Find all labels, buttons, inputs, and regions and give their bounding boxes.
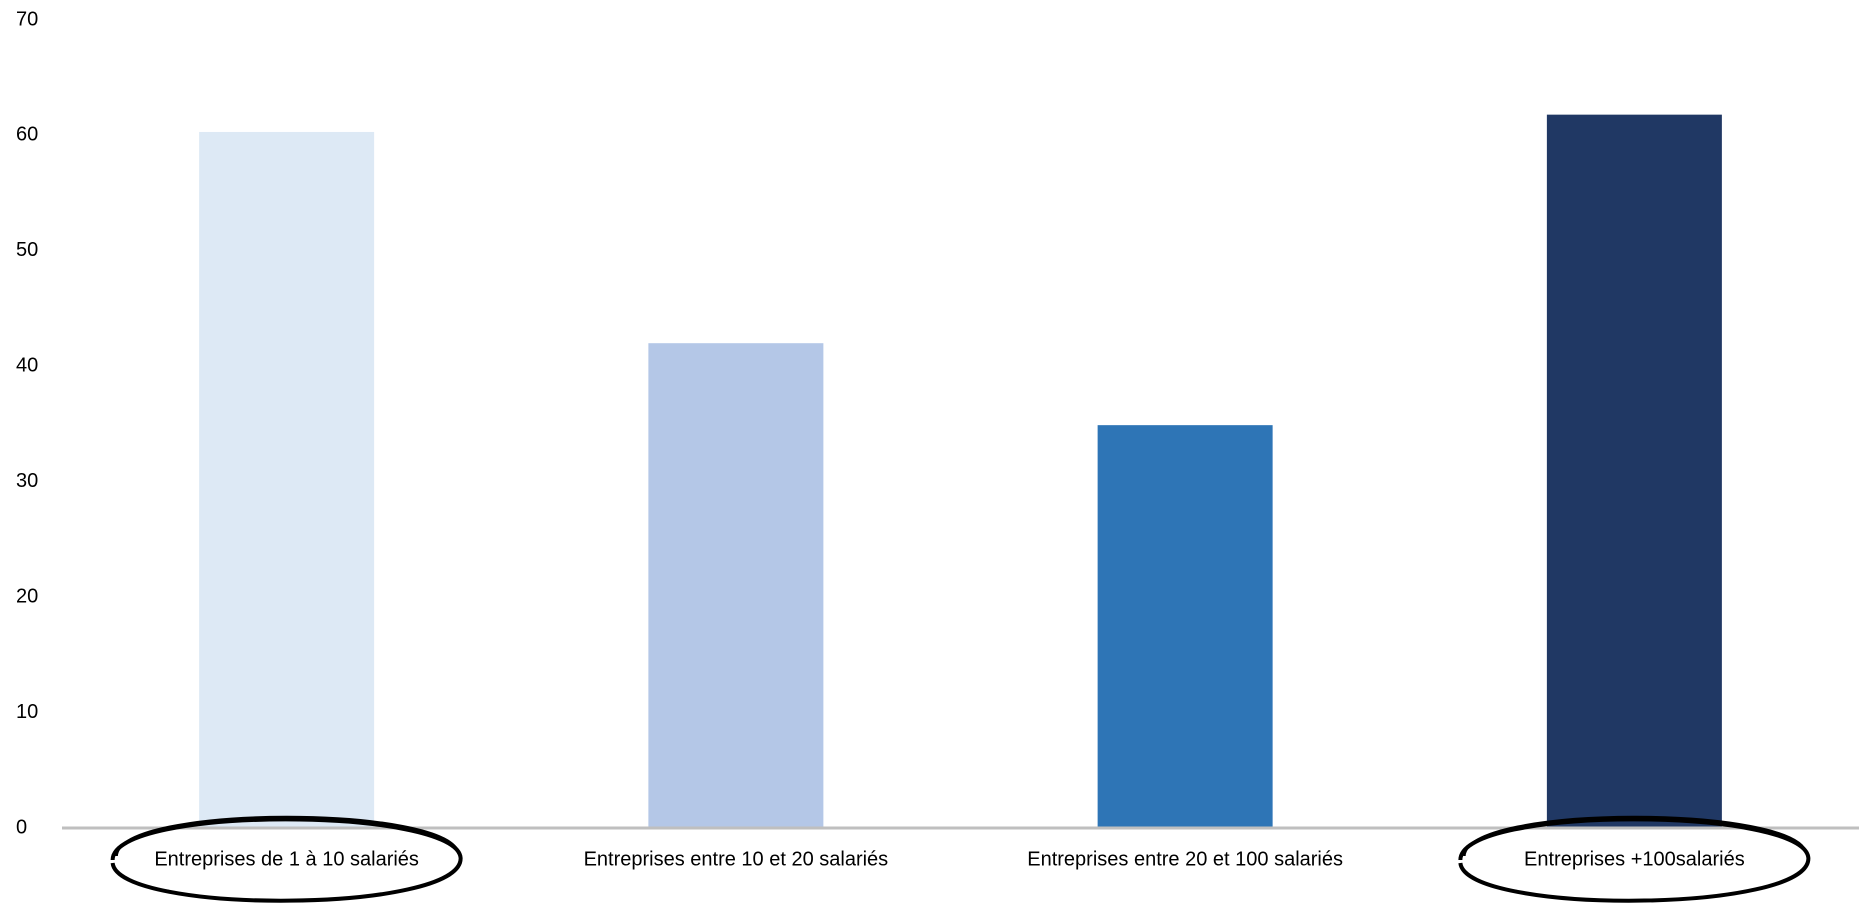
bar: [1546, 114, 1722, 828]
x-category-label: Entreprises entre 10 et 20 salariés: [584, 848, 889, 870]
y-tick-label: 70: [16, 8, 38, 30]
highlight-ellipse-stroke: [115, 815, 460, 857]
bar: [199, 131, 375, 829]
x-axis-category-labels: Entreprises de 1 à 10 salariés Entreprise…: [154, 848, 1744, 870]
x-category-label: Entreprises entre 20 et 100 salariés: [1027, 848, 1343, 870]
y-tick-label: 60: [16, 124, 38, 146]
y-tick-label: 40: [16, 355, 38, 377]
y-tick-label: 10: [16, 701, 38, 723]
bar: [648, 343, 824, 828]
highlight-ellipse: [1458, 817, 1811, 903]
highlight-ellipse-stroke: [1463, 815, 1808, 857]
highlight-ellipse: [110, 817, 463, 903]
y-tick-label: 0: [16, 816, 27, 838]
y-tick-label: 50: [16, 239, 38, 261]
highlight-circles: [110, 815, 1811, 903]
bar: [1097, 425, 1273, 828]
x-category-label: Entreprises +100salariés: [1524, 848, 1745, 870]
y-axis-ticks: 0 10 20 30 40 50 60 70: [16, 8, 38, 838]
y-tick-label: 20: [16, 585, 38, 607]
bars: [199, 114, 1722, 829]
x-category-label: Entreprises de 1 à 10 salariés: [154, 848, 419, 870]
y-tick-label: 30: [16, 470, 38, 492]
